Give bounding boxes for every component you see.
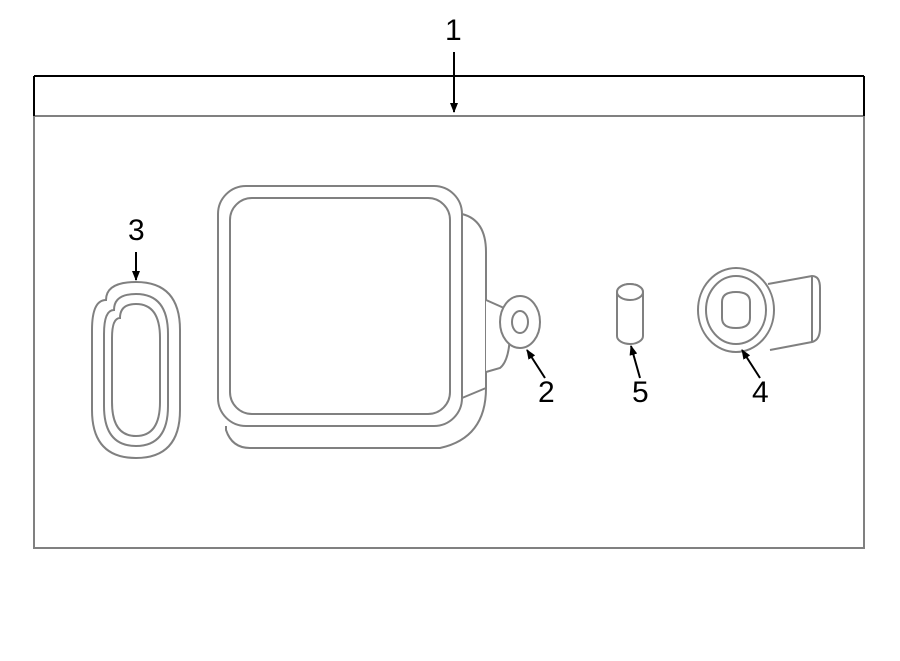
callout-4-label: 4 — [752, 378, 769, 408]
callout-2-arrow — [527, 350, 545, 378]
part-retainer — [698, 268, 820, 352]
callout-1-label: 1 — [445, 16, 462, 46]
callout-4-arrow — [742, 350, 760, 378]
part-hinge-pad — [92, 282, 180, 458]
callout-5-arrow — [631, 346, 640, 378]
diagram-canvas: 1 2 3 4 5 — [0, 0, 900, 661]
part-bumper-ring — [500, 296, 540, 348]
callout-3-label: 3 — [128, 216, 145, 246]
diagram-svg — [0, 0, 900, 661]
part-fuel-door — [218, 186, 510, 448]
callout-5-label: 5 — [632, 378, 649, 408]
part-pin — [617, 284, 643, 344]
callout-2-label: 2 — [538, 378, 555, 408]
